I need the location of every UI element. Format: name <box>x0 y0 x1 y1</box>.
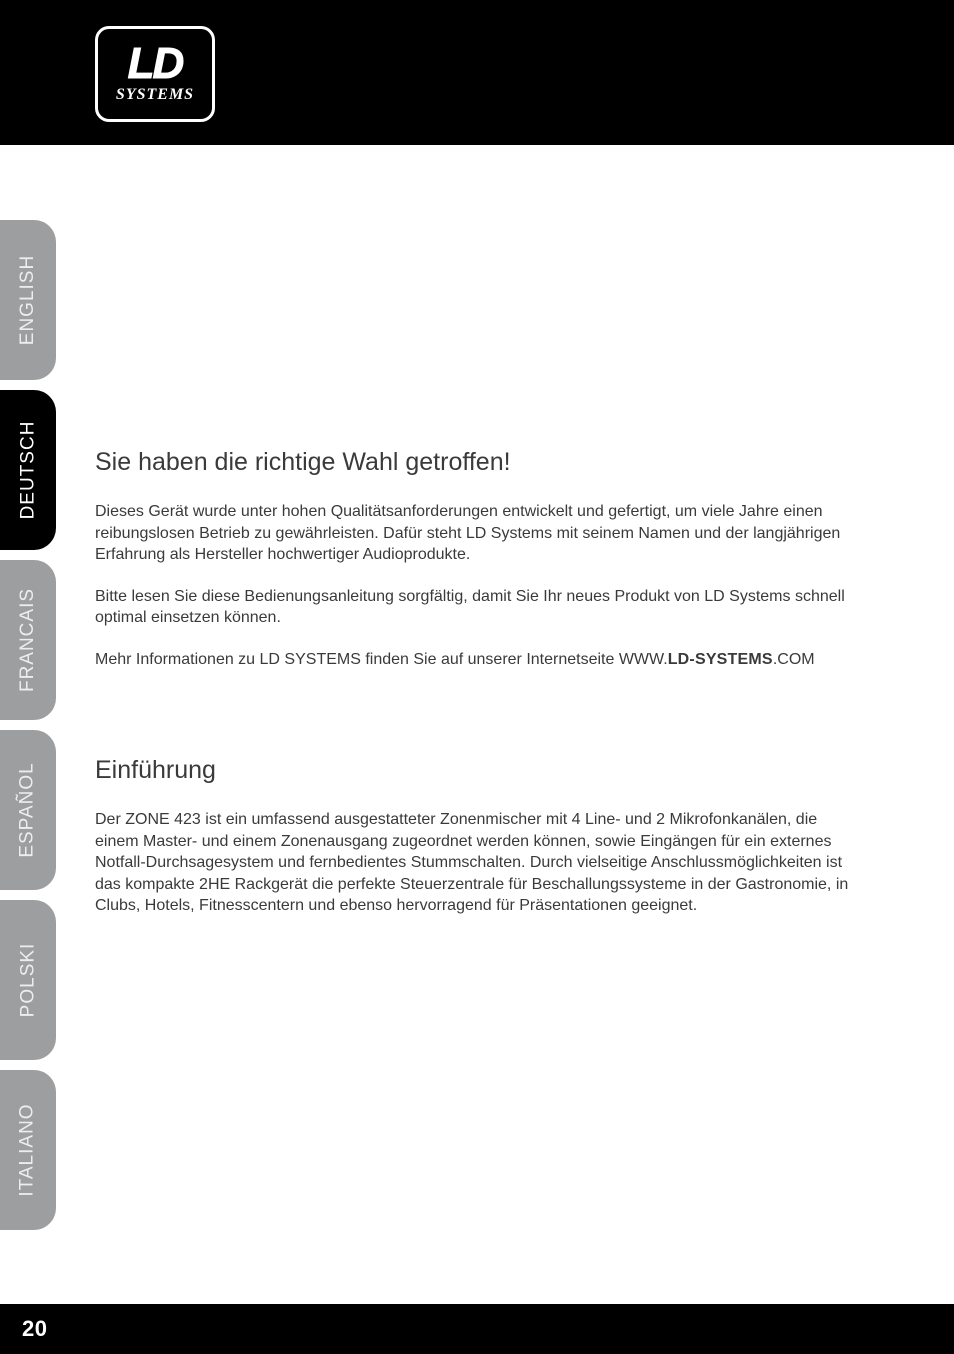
lang-tab-label: ESPAÑOL <box>17 762 39 857</box>
paragraph: Bitte lesen Sie diese Bedienungsanleitun… <box>95 586 865 629</box>
paragraph-website: Mehr Informationen zu LD SYSTEMS finden … <box>95 649 865 671</box>
paragraph: Dieses Gerät wurde unter hohen Qualitäts… <box>95 501 865 566</box>
lang-tab-label: DEUTSCH <box>17 421 39 520</box>
text: Mehr Informationen zu LD SYSTEMS finden … <box>95 651 668 668</box>
heading-welcome: Sie haben die richtige Wahl getroffen! <box>95 448 865 477</box>
lang-tab-label: POLSKI <box>17 943 39 1018</box>
logo-sub-text: SYSTEMS <box>116 86 194 104</box>
page: LD SYSTEMS ENGLISH DEUTSCH FRANCAIS ESPA… <box>0 0 954 1354</box>
footer-bar: 20 <box>0 1304 954 1354</box>
lang-tab-espanol[interactable]: ESPAÑOL <box>0 730 56 890</box>
page-number: 20 <box>22 1316 47 1342</box>
lang-tab-italiano[interactable]: ITALIANO <box>0 1070 56 1230</box>
section-intro: Einführung Der ZONE 423 ist ein umfassen… <box>95 756 865 937</box>
heading-intro: Einführung <box>95 756 865 785</box>
lang-tab-polski[interactable]: POLSKI <box>0 900 56 1060</box>
section-welcome: Sie haben die richtige Wahl getroffen! D… <box>95 448 865 691</box>
lang-tab-label: FRANCAIS <box>17 588 39 692</box>
paragraph: Der ZONE 423 ist ein umfassend ausgestat… <box>95 809 865 917</box>
lang-tab-label: ENGLISH <box>17 255 39 345</box>
lang-tab-english[interactable]: ENGLISH <box>0 220 56 380</box>
lang-tab-deutsch[interactable]: DEUTSCH <box>0 390 56 550</box>
text: .COM <box>773 651 815 668</box>
website-bold: LD-SYSTEMS <box>668 651 773 668</box>
lang-tab-label: ITALIANO <box>17 1103 39 1196</box>
logo-main-text: LD <box>128 44 183 84</box>
lang-tab-francais[interactable]: FRANCAIS <box>0 560 56 720</box>
brand-logo: LD SYSTEMS <box>95 26 215 122</box>
